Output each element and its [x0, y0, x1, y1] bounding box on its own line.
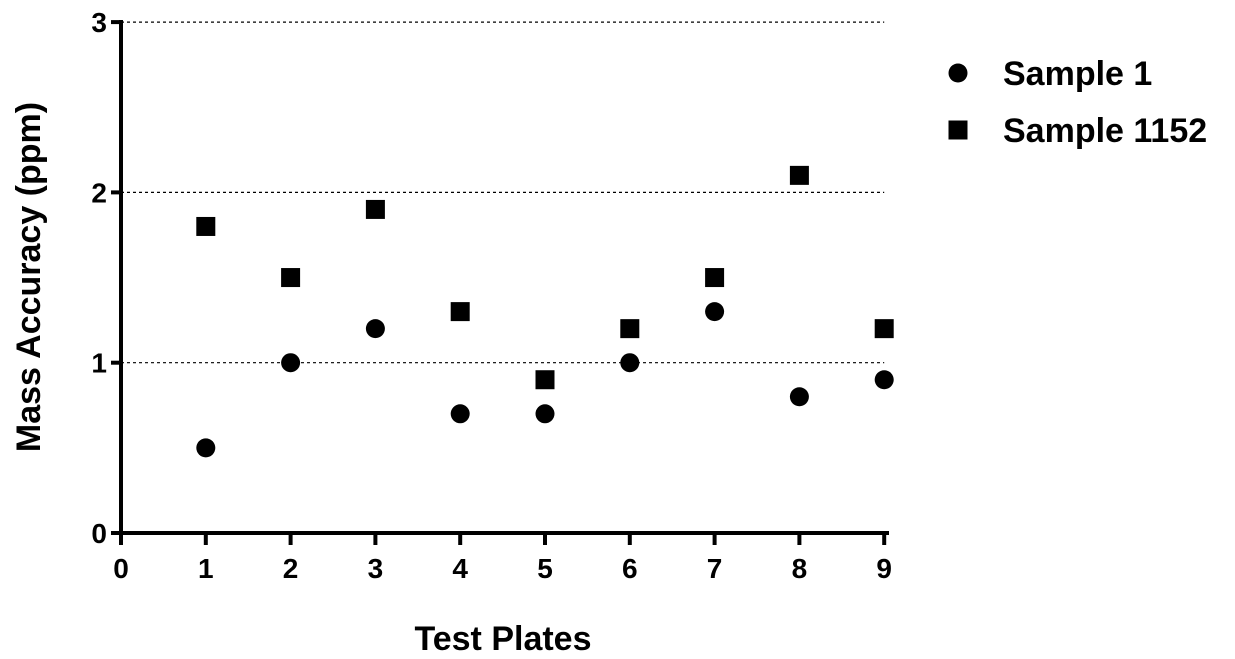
x-tick-label: 4 [452, 553, 468, 584]
x-tick-label: 0 [113, 553, 129, 584]
x-tick-label: 8 [792, 553, 808, 584]
legend: Sample 1 Sample 1152 [948, 55, 1207, 150]
x-axis-title: Test Plates [414, 620, 591, 658]
legend-marker-circle [948, 63, 968, 83]
x-tick-label: 7 [707, 553, 723, 584]
data-point-square [705, 268, 725, 288]
data-point-circle [281, 353, 301, 373]
data-point-circle [789, 387, 809, 407]
y-axis-title: Mass Accuracy (ppm) [10, 102, 48, 452]
data-point-square [620, 319, 640, 339]
data-point-square [535, 370, 555, 390]
legend-marker-square [948, 120, 968, 140]
x-tick-label: 9 [876, 553, 892, 584]
x-tick-label: 6 [622, 553, 638, 584]
data-point-square [365, 199, 385, 219]
legend-label: Sample 1 [1003, 55, 1152, 93]
axes [119, 20, 889, 535]
data-point-circle [450, 404, 470, 424]
legend-label: Sample 1152 [1003, 112, 1207, 150]
data-point-circle [874, 370, 894, 390]
data-point-circle [620, 353, 640, 373]
x-tick-label: 2 [283, 553, 299, 584]
ticks: 0 1 2 3 0 1 2 3 4 5 6 7 8 9 [91, 7, 892, 584]
data-points [196, 165, 894, 458]
x-tick-label: 5 [537, 553, 553, 584]
data-point-square [196, 216, 216, 236]
x-tick-label: 3 [368, 553, 384, 584]
x-tick-label: 1 [198, 553, 214, 584]
data-point-square [281, 268, 301, 288]
data-point-circle [535, 404, 555, 424]
data-point-square [789, 165, 809, 185]
data-point-circle [196, 438, 216, 458]
y-tick-label: 3 [91, 7, 107, 38]
y-tick-label: 2 [91, 177, 107, 208]
data-point-square [874, 319, 894, 339]
gridlines [121, 21, 885, 364]
data-point-circle [705, 302, 725, 322]
data-point-circle [365, 319, 385, 339]
y-tick-label: 1 [91, 348, 107, 379]
data-point-square [450, 302, 470, 322]
y-tick-label: 0 [91, 518, 107, 549]
